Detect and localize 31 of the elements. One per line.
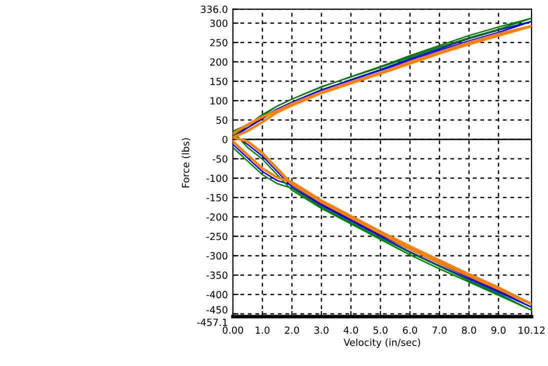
y-tick-label: -457.1 [197,318,228,326]
y-tick-label: -100 [206,174,228,182]
x-axis-title: Velocity (in/sec) [344,338,420,348]
y-tick-label: 50 [216,116,228,124]
y-tick-label: 336.0 [200,6,228,13]
x-tick-label: 3.0 [314,326,329,334]
y-tick-label: -350 [206,272,228,279]
x-tick-label: 0.00 [222,326,244,334]
y-tick-label: 200 [210,58,228,66]
x-tick-label: 2.0 [284,326,300,334]
y-tick-label: -450 [206,306,228,314]
y-tick-label: -200 [206,213,228,221]
y-tick-label: 300 [210,20,228,27]
y-tick-label: 100 [210,97,228,104]
x-tick-label: 4.0 [344,326,358,334]
y-tick-label: -50 [212,155,228,163]
x-tick-label: 9.0 [491,326,506,334]
x-tick-label: 1.0 [256,326,270,334]
x-tick-label: 10.12 [518,326,545,334]
y-tick-label: 150 [210,78,228,86]
y-tick-label: -400 [206,290,228,298]
x-tick-label: 8.0 [462,326,476,334]
y-tick-label: -300 [206,252,228,260]
y-tick-label: 250 [210,38,228,46]
y-tick-label: 0 [222,136,228,144]
y-tick-label: -150 [206,194,228,202]
x-tick-label: 7.0 [432,326,447,334]
y-tick-label: -250 [206,232,228,240]
x-tick-label: 5.0 [373,326,388,334]
x-tick-label: 6.0 [402,326,418,334]
y-axis-title: Force (lbs) [182,138,190,188]
